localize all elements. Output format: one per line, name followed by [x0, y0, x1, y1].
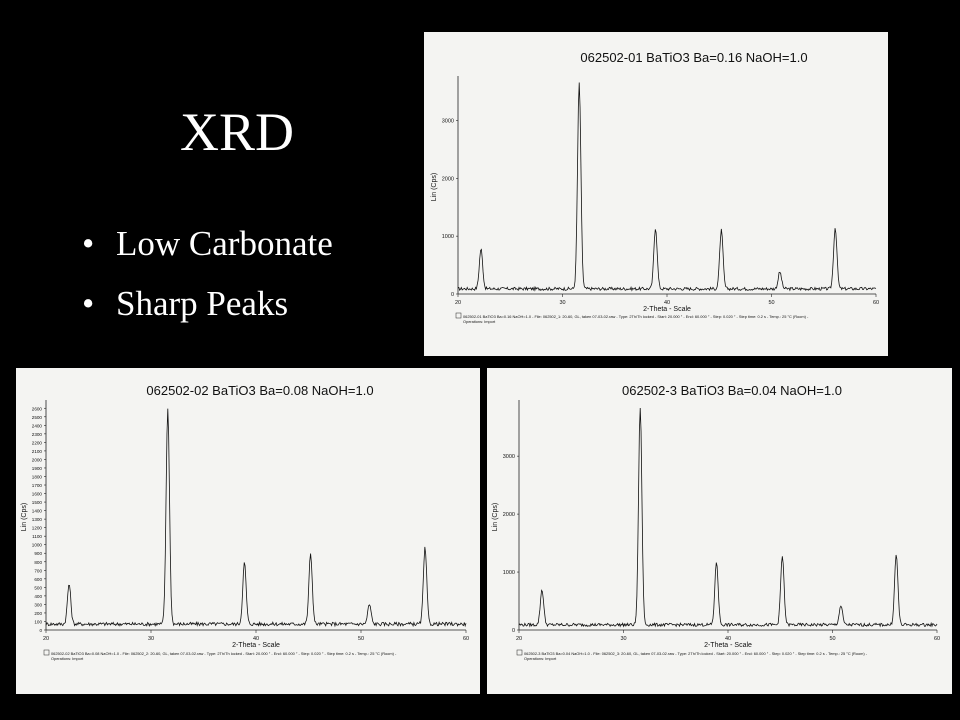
- bullet-list: • Low Carbonate • Sharp Peaks: [82, 214, 333, 334]
- xrd-chart: 062502-3 BaTiO3 Ba=0.04 NaOH=1.001000200…: [492, 383, 940, 661]
- y-tick-label: 900: [34, 551, 42, 556]
- y-tick-label: 2100: [32, 449, 43, 454]
- x-tick-label: 20: [455, 300, 461, 306]
- chart-footer-operations: Operations: Import: [51, 656, 84, 661]
- bullet-icon: •: [82, 224, 95, 263]
- y-tick-label: 1300: [32, 517, 43, 522]
- y-tick-label: 2000: [442, 176, 454, 182]
- x-tick-label: 40: [253, 636, 259, 642]
- xrd-chart-panel: 062502-02 BaTiO3 Ba=0.08 NaOH=1.0 0 100 200…: [16, 368, 480, 694]
- x-tick-label: 40: [725, 636, 731, 642]
- chart-footer-operations: Operations: Import: [463, 319, 496, 324]
- y-tick-label: 3000: [442, 118, 454, 124]
- y-tick-label: 700: [34, 568, 42, 573]
- x-axis-label: 2-Theta - Scale: [643, 306, 691, 313]
- legend-swatch-icon: [455, 312, 462, 319]
- xrd-pattern-line: [518, 407, 938, 628]
- y-axis-label: Lin (Cps): [431, 173, 438, 201]
- y-tick-label: 3000: [503, 454, 515, 460]
- x-tick-label: 60: [934, 636, 940, 642]
- y-tick-label: 1600: [32, 492, 43, 497]
- bullet-text: Low Carbonate: [116, 224, 333, 263]
- chart-title: 062502-3 BaTiO3 Ba=0.04 NaOH=1.0: [622, 383, 842, 398]
- x-tick-label: 50: [358, 636, 364, 642]
- y-tick-label: 200: [34, 611, 42, 616]
- x-axis-label: 2-Theta - Scale: [232, 642, 280, 649]
- xrd-chart: 062502-02 BaTiO3 Ba=0.08 NaOH=1.00100200…: [21, 383, 469, 661]
- y-tick-label: 1100: [32, 534, 42, 539]
- y-tick-label: 400: [34, 594, 42, 599]
- y-tick-label: 2000: [503, 512, 515, 518]
- bullet-item: • Low Carbonate: [82, 214, 333, 274]
- y-tick-label: 1700: [32, 483, 43, 488]
- x-tick-label: 20: [43, 636, 49, 642]
- xrd-pattern-line: [45, 408, 467, 628]
- xrd-chart-panel: 062502-3 BaTiO3 Ba=0.04 NaOH=1.0 0 1000 200…: [487, 368, 952, 694]
- y-axis-label: Lin (Cps): [492, 503, 499, 531]
- y-tick-label: 2300: [32, 432, 43, 437]
- x-tick-label: 50: [829, 636, 835, 642]
- x-tick-label: 60: [463, 636, 469, 642]
- chart-footer-text: 062502-02 BaTiO3 Ba=0.08 NaOH=1.0 - File…: [51, 651, 397, 656]
- bullet-item: • Sharp Peaks: [82, 274, 333, 334]
- y-tick-label: 0: [451, 292, 454, 298]
- legend-swatch-icon: [516, 649, 523, 656]
- y-tick-label: 0: [512, 628, 515, 634]
- y-tick-label: 100: [34, 619, 42, 624]
- y-tick-label: 500: [34, 585, 42, 590]
- chart-title: 062502-02 BaTiO3 Ba=0.08 NaOH=1.0: [146, 383, 373, 398]
- y-tick-label: 2600: [32, 406, 43, 411]
- y-tick-label: 1800: [32, 474, 43, 479]
- xrd-chart: 062502-01 BaTiO3 Ba=0.16 NaOH=1.0 0 1000 20…: [431, 50, 879, 324]
- y-tick-label: 1500: [32, 500, 43, 505]
- x-tick-label: 60: [873, 300, 879, 306]
- y-tick-label: 600: [34, 577, 42, 582]
- bullet-text: Sharp Peaks: [116, 284, 289, 323]
- y-tick-label: 2200: [32, 440, 43, 445]
- y-tick-label: 300: [34, 602, 42, 607]
- chart-footer-text: 062502-01 BaTiO3 Ba=0.16 NaOH=1.0 - File…: [463, 314, 809, 319]
- x-tick-label: 30: [559, 300, 565, 306]
- y-tick-label: 800: [34, 560, 42, 565]
- y-tick-label: 2400: [32, 423, 43, 428]
- x-axis-label: 2-Theta - Scale: [704, 642, 752, 649]
- y-tick-label: 1000: [503, 570, 515, 576]
- x-tick-label: 40: [664, 300, 670, 306]
- xrd-chart-panel: 062502-01 BaTiO3 Ba=0.16 NaOH=1.0 0 1000 20…: [424, 32, 888, 356]
- y-tick-label: 0: [39, 628, 42, 633]
- y-tick-label: 2000: [32, 457, 43, 462]
- y-tick-label: 1400: [32, 509, 43, 514]
- y-tick-label: 1000: [442, 234, 454, 240]
- y-tick-label: 2500: [32, 415, 43, 420]
- x-tick-label: 30: [148, 636, 154, 642]
- x-tick-label: 30: [620, 636, 626, 642]
- x-tick-label: 20: [516, 636, 522, 642]
- bullet-icon: •: [82, 284, 95, 323]
- legend-swatch-icon: [43, 649, 50, 656]
- y-tick-label: 1000: [32, 543, 43, 548]
- x-tick-label: 50: [768, 300, 774, 306]
- chart-title: 062502-01 BaTiO3 Ba=0.16 NaOH=1.0: [580, 50, 807, 65]
- chart-footer-operations: Operations: Import: [524, 656, 557, 661]
- y-axis-label: Lin (Cps): [21, 503, 28, 531]
- y-tick-label: 1900: [32, 466, 43, 471]
- slide-title: XRD: [180, 102, 295, 162]
- y-tick-label: 1200: [32, 526, 43, 531]
- xrd-pattern-line: [457, 82, 877, 292]
- chart-footer-text: 062502-3 BaTiO3 Ba=0.04 NaOH=1.0 - File:…: [524, 651, 868, 656]
